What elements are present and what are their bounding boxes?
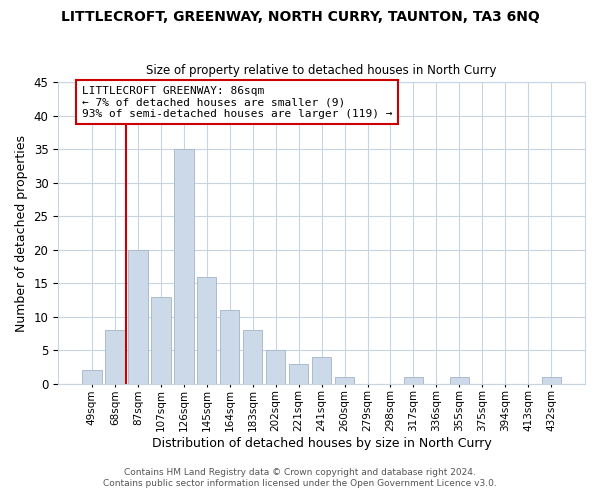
Bar [151,296,170,384]
Bar [542,377,561,384]
Text: LITTLECROFT GREENWAY: 86sqm
← 7% of detached houses are smaller (9)
93% of semi-: LITTLECROFT GREENWAY: 86sqm ← 7% of deta… [82,86,392,119]
Text: LITTLECROFT, GREENWAY, NORTH CURRY, TAUNTON, TA3 6NQ: LITTLECROFT, GREENWAY, NORTH CURRY, TAUN… [61,10,539,24]
Bar [243,330,262,384]
Bar [220,310,239,384]
Bar [449,377,469,384]
Title: Size of property relative to detached houses in North Curry: Size of property relative to detached ho… [146,64,497,77]
Bar [197,276,217,384]
Bar [128,250,148,384]
Text: Contains HM Land Registry data © Crown copyright and database right 2024.
Contai: Contains HM Land Registry data © Crown c… [103,468,497,487]
Bar [82,370,101,384]
Bar [335,377,355,384]
Bar [266,350,286,384]
Bar [289,364,308,384]
X-axis label: Distribution of detached houses by size in North Curry: Distribution of detached houses by size … [152,437,491,450]
Bar [174,150,194,384]
Bar [404,377,423,384]
Bar [312,357,331,384]
Bar [105,330,125,384]
Y-axis label: Number of detached properties: Number of detached properties [15,134,28,332]
